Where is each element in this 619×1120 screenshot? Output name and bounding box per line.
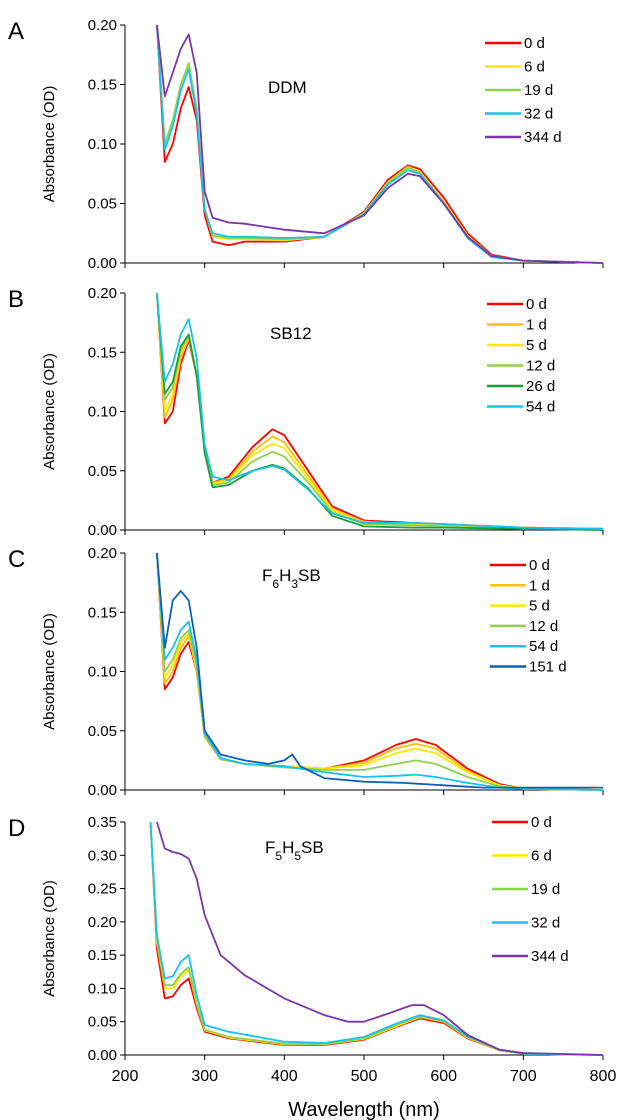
x-tick-label: 600 — [430, 1068, 457, 1085]
legend-label: 19 d — [531, 881, 560, 898]
x-tick-label: 300 — [191, 1068, 218, 1085]
y-tick-label: 0.05 — [88, 723, 117, 740]
legend-label: 0 d — [524, 35, 545, 52]
legend-label: 0 d — [529, 557, 550, 574]
title-part: F — [265, 838, 275, 857]
y-tick-label: 0.20 — [88, 17, 117, 34]
panel-title: DDM — [268, 78, 307, 97]
panel-b: B 0.00 0.05 0.10 0.15 0.20 Absorbance (OD) SB12… — [8, 285, 604, 539]
legend-label: 5 d — [526, 337, 547, 354]
y-axis-label: Absorbance (OD) — [41, 353, 58, 470]
title-part: F — [262, 566, 272, 585]
y-tick-label: 0.15 — [88, 344, 117, 361]
panel-title: SB12 — [270, 324, 312, 343]
x-tick-label: 700 — [510, 1068, 537, 1085]
x-tick-label: 500 — [351, 1068, 378, 1085]
legend-label: 0 d — [526, 296, 547, 313]
legend-label: 12 d — [526, 358, 555, 375]
legend-label: 6 d — [531, 848, 552, 865]
legend-label: 32 d — [524, 106, 553, 123]
panel-letter: B — [8, 286, 24, 313]
legend-label: 344 d — [531, 948, 569, 965]
series-line — [149, 821, 604, 1056]
title-subscript: 5 — [294, 849, 301, 863]
y-tick-label: 0.05 — [88, 1014, 117, 1031]
panel-letter: D — [8, 815, 25, 842]
legend-label: 19 d — [524, 82, 553, 99]
legend-label: 6 d — [524, 59, 545, 76]
title-part: H — [279, 566, 291, 585]
legend-label: 12 d — [529, 618, 558, 635]
y-tick-label: 0.20 — [88, 545, 117, 562]
title-part: H — [282, 838, 294, 857]
series-line — [156, 292, 604, 530]
panel-d: D 0.00 0.05 0.10 0.15 0.20 0.25 0.30 0.35 200 300 4… — [8, 814, 616, 1085]
title-part: SB — [301, 838, 324, 857]
y-tick-label: 0.05 — [88, 463, 117, 480]
title-subscript: 5 — [275, 849, 282, 863]
x-tick-label: 800 — [590, 1068, 617, 1085]
y-tick-label: 0.15 — [88, 947, 117, 964]
series-line — [156, 24, 604, 264]
panel-c: C 0.00 0.05 0.10 0.15 0.20 Absorbance (OD) F6H3… — [8, 545, 604, 799]
panel-letter: C — [8, 546, 25, 573]
title-subscript: 3 — [291, 577, 298, 591]
y-tick-label: 0.10 — [88, 136, 117, 153]
x-axis-label: Wavelength (nm) — [288, 1099, 440, 1120]
y-tick-label: 0.20 — [88, 285, 117, 302]
y-tick-label: 0.20 — [88, 914, 117, 931]
panel-a: A 0.00 0.05 0.10 0.15 0.20 Absorbance (OD) DDM 0… — [8, 17, 604, 272]
y-tick-label: 0.00 — [88, 1047, 117, 1064]
series-line — [156, 24, 604, 264]
y-tick-label: 0.10 — [88, 980, 117, 997]
series-line — [156, 821, 604, 1056]
series-line — [156, 552, 603, 789]
x-tick-label: 200 — [112, 1068, 139, 1085]
legend-label: 5 d — [529, 598, 550, 615]
panel-letter: A — [8, 18, 24, 45]
y-axis-label: Absorbance (OD) — [41, 880, 58, 997]
legend-label: 1 d — [526, 317, 547, 334]
series-line — [156, 552, 604, 791]
legend-label: 54 d — [526, 399, 555, 416]
panel-title: F6H3SB — [262, 566, 321, 591]
legend-label: 344 d — [524, 129, 562, 146]
title-part: SB — [298, 566, 321, 585]
title-subscript: 6 — [272, 577, 279, 591]
y-tick-label: 0.10 — [88, 664, 117, 681]
y-tick-label: 0.15 — [88, 77, 117, 94]
y-tick-label: 0.25 — [88, 881, 117, 898]
y-axis-label: Absorbance (OD) — [41, 613, 58, 730]
legend-label: 32 d — [531, 915, 560, 932]
y-tick-label: 0.35 — [88, 814, 117, 831]
legend-label: 26 d — [526, 378, 555, 395]
y-tick-label: 0.00 — [88, 782, 117, 799]
legend-label: 1 d — [529, 577, 550, 594]
panel-title: F5H5SB — [265, 838, 324, 863]
y-tick-label: 0.00 — [88, 255, 117, 272]
y-tick-label: 0.30 — [88, 847, 117, 864]
y-tick-label: 0.10 — [88, 404, 117, 421]
legend-label: 54 d — [529, 638, 558, 655]
series-line — [156, 552, 604, 791]
y-tick-label: 0.15 — [88, 604, 117, 621]
legend-label: 151 d — [529, 659, 567, 676]
legend-label: 0 d — [531, 814, 552, 831]
x-tick-label: 400 — [271, 1068, 298, 1085]
y-tick-label: 0.00 — [88, 522, 117, 539]
y-tick-label: 0.05 — [88, 196, 117, 213]
y-axis-label: Absorbance (OD) — [41, 86, 58, 203]
